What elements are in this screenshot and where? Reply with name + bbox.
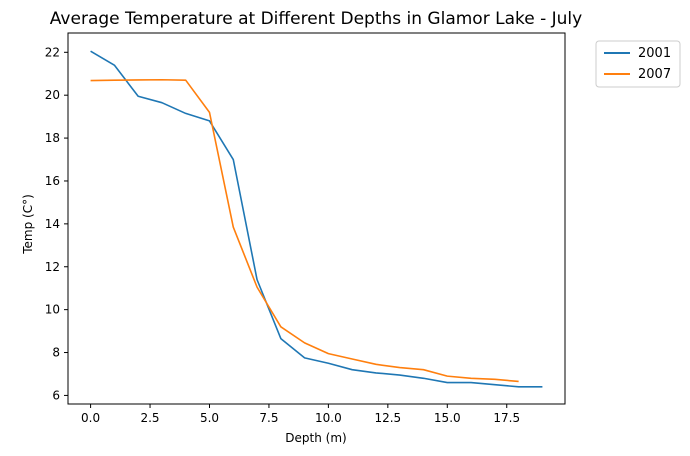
y-tick-label: 8 <box>52 346 60 360</box>
legend-label-2007: 2007 <box>638 67 671 82</box>
x-tick-label: 7.5 <box>259 411 278 425</box>
y-axis-label: Temp (C°) <box>21 194 35 255</box>
series-line-2001 <box>90 50 543 388</box>
x-tick-label: 17.5 <box>493 411 520 425</box>
series-line-2007 <box>90 78 519 383</box>
chart-title: Average Temperature at Different Depths … <box>50 9 582 29</box>
y-tick-label: 10 <box>45 303 60 317</box>
legend: 2001 2007 <box>595 40 681 88</box>
y-axis: 6 8 10 12 14 16 18 20 22 <box>45 45 68 402</box>
y-tick-label: 12 <box>45 260 60 274</box>
plot-area <box>67 32 566 405</box>
x-tick-label: 2.5 <box>140 411 159 425</box>
y-tick-label: 18 <box>45 131 60 145</box>
x-tick-label: 12.5 <box>374 411 401 425</box>
x-tick-label: 15.0 <box>434 411 461 425</box>
y-tick-label: 16 <box>45 174 60 188</box>
x-tick-label: 10.0 <box>315 411 342 425</box>
x-axis: 0.0 2.5 5.0 7.5 10.0 12.5 15.0 17.5 <box>81 404 520 425</box>
plot-frame <box>67 32 566 405</box>
y-tick-label: 20 <box>45 88 60 102</box>
series-layer <box>90 50 543 388</box>
x-axis-label: Depth (m) <box>285 431 346 445</box>
y-tick-label: 14 <box>45 217 60 231</box>
legend-label-2001: 2001 <box>638 46 671 61</box>
x-tick-label: 0.0 <box>81 411 100 425</box>
y-tick-label: 6 <box>52 388 60 402</box>
y-tick-label: 22 <box>45 45 60 59</box>
x-tick-label: 5.0 <box>200 411 219 425</box>
